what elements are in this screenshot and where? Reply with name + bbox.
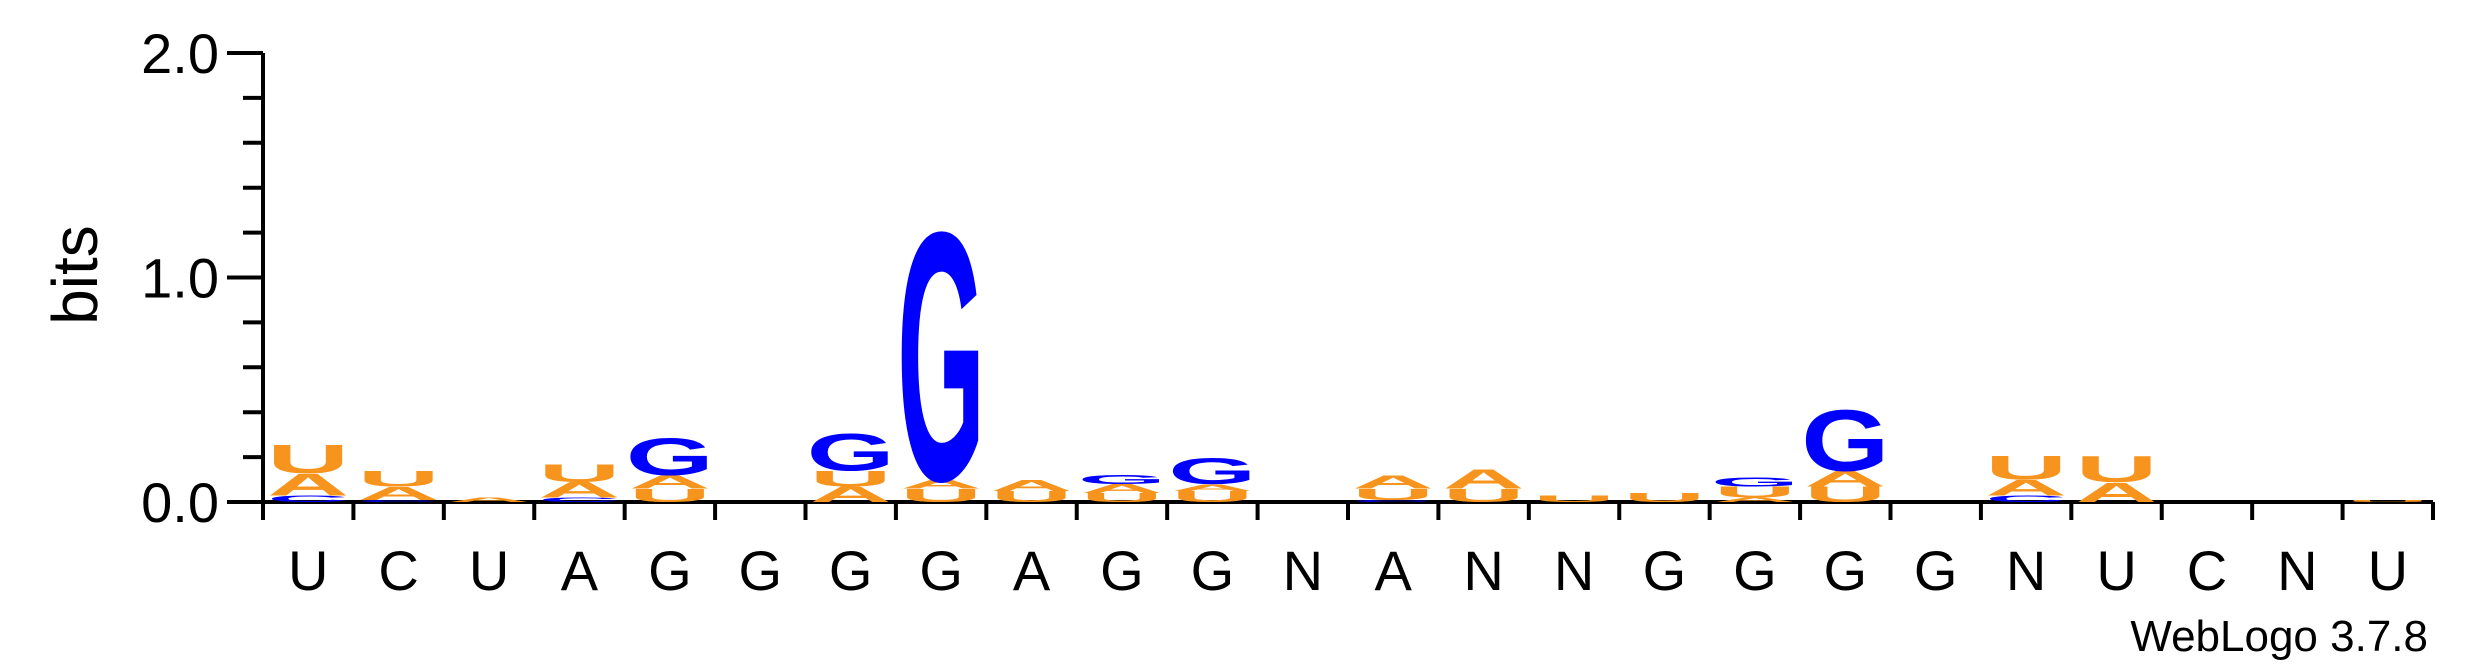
- logo-letter-G: G: [1078, 473, 1166, 487]
- x-tick-label: U: [2096, 539, 2136, 602]
- logo-letter-A: A: [2076, 477, 2158, 508]
- logo-letter-G: G: [807, 423, 895, 482]
- logo-letter-U: U: [900, 485, 982, 506]
- x-tick-label: G: [829, 539, 873, 602]
- logo-letter-C: C: [358, 499, 440, 503]
- y-axis: 0.0 1.0 2.0: [141, 22, 265, 534]
- x-tick-label: G: [1733, 539, 1777, 602]
- logo-letter-U: U: [1533, 494, 1615, 504]
- logo-letter-U: U: [1081, 491, 1163, 505]
- logo-letter-G: G: [626, 427, 714, 486]
- logo-letter-A: A: [629, 472, 711, 493]
- logo-letter-A: A: [1443, 463, 1525, 494]
- weblogo-credit: WebLogo 3.7.8: [2130, 612, 2428, 661]
- logo-letter-C: C: [1985, 494, 2067, 504]
- logo-letter-A: A: [900, 477, 982, 491]
- logo-letter-U: U: [1985, 448, 2067, 487]
- logo-letter-U: U: [267, 437, 349, 482]
- x-tick-label: A: [561, 539, 599, 602]
- logo-letter-A: A: [810, 482, 892, 506]
- y-tick-label: 1.0: [141, 247, 219, 310]
- logo-letter-A: A: [1081, 482, 1163, 496]
- logo-letter-A: A: [358, 483, 440, 504]
- logo-letter-U: U: [1804, 482, 1886, 506]
- logo-letter-U: U: [1443, 485, 1525, 506]
- y-tick-label: 2.0: [141, 22, 219, 85]
- logo-letter-A: A: [991, 477, 1073, 494]
- x-tick-label: N: [1283, 539, 1323, 602]
- x-tick-label: G: [919, 539, 963, 602]
- logo-letter-U: U: [2347, 499, 2429, 503]
- logo-letter-A: A: [539, 478, 621, 502]
- logo-letter-U: U: [1624, 491, 1706, 505]
- logo-letter-G: G: [1801, 392, 1889, 490]
- logo-letter-A: A: [1714, 496, 1796, 503]
- logo-letter-A: A: [448, 496, 530, 503]
- x-tick-label: G: [1643, 539, 1687, 602]
- x-tick-label: G: [1914, 539, 1958, 602]
- logo-letter-U: U: [1714, 484, 1796, 501]
- logo-letter-A: A: [267, 467, 349, 502]
- logo-letter-U: U: [1352, 486, 1434, 503]
- logo-letter-U: U: [629, 485, 711, 506]
- x-tick-label: G: [1824, 539, 1868, 602]
- logo-letter-U: U: [2076, 448, 2158, 490]
- x-tick-label: N: [1554, 539, 1594, 602]
- logo-letter-G: G: [1711, 475, 1799, 489]
- x-tick-label: N: [2277, 539, 2317, 602]
- logo-letter-U: U: [991, 488, 1073, 505]
- logo-letter-A: A: [1804, 467, 1886, 491]
- logo-letter-U: U: [1171, 488, 1253, 505]
- logo-letter-U: U: [539, 460, 621, 488]
- x-tick-label: A: [1375, 539, 1413, 602]
- x-tick-label: C: [378, 539, 418, 602]
- logo-letter-A: A: [1171, 482, 1253, 492]
- x-tick-label: N: [1463, 539, 1503, 602]
- logo-letter-C: C: [267, 494, 349, 504]
- x-tick-label: U: [2368, 539, 2408, 602]
- x-tick-label: G: [648, 539, 692, 602]
- x-tick-label: G: [739, 539, 783, 602]
- logo-letter-C: C: [1352, 499, 1434, 503]
- x-tick-label: U: [469, 539, 509, 602]
- logo-letter-C: C: [539, 496, 621, 503]
- logo-letter-U: U: [358, 467, 440, 491]
- x-tick-label: A: [1013, 539, 1051, 602]
- x-tick-label: C: [2187, 539, 2227, 602]
- x-tick-label: G: [1100, 539, 1144, 602]
- y-tick-label: 0.0: [141, 471, 219, 534]
- logo-letter-A: A: [1352, 472, 1434, 493]
- x-tick-label: N: [2006, 539, 2046, 602]
- x-tick-label: G: [1191, 539, 1235, 602]
- y-axis-label: bits: [39, 225, 111, 325]
- logo-letter-G: G: [1168, 450, 1256, 492]
- logo-letter-G: G: [897, 158, 985, 555]
- logo-letter-A: A: [1985, 476, 2067, 500]
- logo-letter-U: U: [810, 467, 892, 491]
- x-tick-label: U: [288, 539, 328, 602]
